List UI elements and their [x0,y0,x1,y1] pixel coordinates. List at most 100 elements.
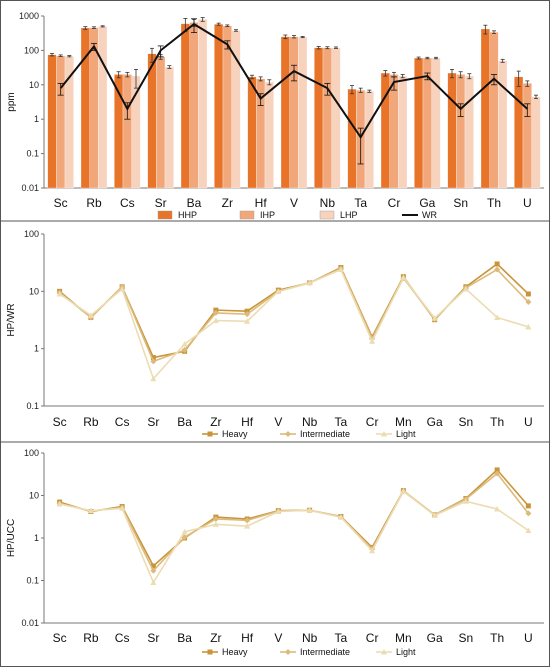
panel-hp-wr-line-chart: 0.1 1 10 100 HP/WR Sc Rb Cs Sr Ba Zr Hf V Nb Ta Cr Mn Ga S… [6,229,544,439]
point-Heavy [525,503,531,509]
y-axis-label: HP/UCC [6,519,17,557]
legend-label-Light: Light [396,647,416,657]
x-category-label: Sr [147,415,159,429]
x-category-label: Th [487,196,501,210]
x-category-label: Nb [302,415,318,429]
bar-LHP [364,91,374,189]
x-category-label: Hf [241,631,254,645]
bar-IHP [489,31,499,189]
point-Light [119,505,126,511]
point-Light [87,312,94,318]
point-Light [525,527,532,534]
bar-IHP [322,47,332,189]
x-category-label: Sn [459,415,474,429]
bar-LHP [431,57,441,189]
legend-label-Intermediate: Intermediate [300,429,350,439]
x-category-label: Ba [187,196,202,210]
bar-LHP [98,26,108,189]
bar-LHP [331,47,341,189]
point-Intermediate [181,346,188,353]
y-tick-label: 10 [29,286,39,296]
y-tick-label: 1 [34,114,39,124]
x-category-label: U [524,415,533,429]
bar-IHP [522,83,532,189]
point-Light [150,375,157,382]
y-tick-label: 100 [24,229,39,239]
point-Intermediate [494,266,501,273]
bar-IHP [56,55,66,189]
point-Light [275,508,282,515]
point-Light [337,514,344,520]
point-Light [181,341,188,347]
bar-LHP [164,66,174,189]
point-Light [462,285,469,292]
point-Light [400,274,407,280]
point-Light [150,579,157,585]
point-Heavy [494,261,500,267]
bar-HHP [147,53,157,189]
point-Light [494,314,501,320]
x-category-label: V [274,631,282,645]
y-axis-label: ppm [6,92,17,111]
legend-label-Heavy: Heavy [222,429,248,439]
point-Intermediate [244,311,251,318]
x-category-label: Rb [83,631,99,645]
x-category-label: Mn [395,631,412,645]
y-tick-label: 0.01 [21,183,39,193]
bar-HHP [47,54,57,189]
legend-label-Heavy: Heavy [222,647,248,657]
x-category-label: Th [490,631,504,645]
legend-label-WR: WR [422,210,437,220]
x-category-label: Nb [320,196,336,210]
point-Light [369,338,376,344]
y-tick-label: 10 [29,491,39,501]
point-Light [212,521,219,527]
legend-label-IHP: IHP [260,210,275,220]
x-category-label: Cs [115,415,130,429]
x-category-label: Cr [366,415,379,429]
point-Light [56,501,63,507]
x-category-label: U [524,631,533,645]
x-category-label: Zr [210,631,221,645]
y-tick-label: 100 [24,45,39,55]
bar-HHP [247,76,257,189]
x-category-label: Ta [335,631,348,645]
legend-label-Light: Light [396,429,416,439]
legend-label-HHP: HHP [178,210,197,220]
point-Intermediate [525,299,532,306]
line-Light [59,268,529,381]
point-Light [87,507,94,514]
y-tick-label: 1 [34,533,39,543]
point-Light [525,323,532,330]
x-category-label: U [523,196,532,210]
x-category-label: Sr [147,631,159,645]
x-category-label: Sc [54,196,68,210]
x-category-label: Ga [427,415,443,429]
y-tick-label: 1 [34,344,39,354]
x-category-label: Hf [255,196,268,210]
point-Heavy [494,467,500,473]
x-category-label: V [274,415,282,429]
x-category-label: Sc [53,631,67,645]
bar-HHP [447,72,457,189]
legend-marker-Heavy [207,649,213,655]
bar-IHP [389,74,399,189]
x-category-label: Zr [210,415,221,429]
legend-marker-Heavy [207,431,213,437]
x-category-label: Rb [86,196,102,210]
panel-hp-ucc-line-chart: 0.01 0.1 1 10 100 HP/UCC Sc Rb Cs Sr Ba Zr Hf V Nb Ta Cr… [6,448,544,657]
bar-LHP [464,75,474,189]
bar-HHP [514,76,524,189]
x-category-label: Cr [366,631,379,645]
point-Light [306,279,313,286]
y-tick-label: 0.01 [21,618,39,628]
point-Light [119,285,126,292]
bar-IHP [289,36,299,189]
point-Light [212,317,219,323]
x-category-label: V [290,196,298,210]
x-category-label: Hf [241,415,254,429]
point-Light [431,512,438,518]
panel-ppm-bar-chart: 0.01 0.1 1 10 100 1000 ppm Sc Rb Cs Sr Ba Zr Hf V Nb Ta C… [6,11,544,220]
point-Light [337,266,344,273]
